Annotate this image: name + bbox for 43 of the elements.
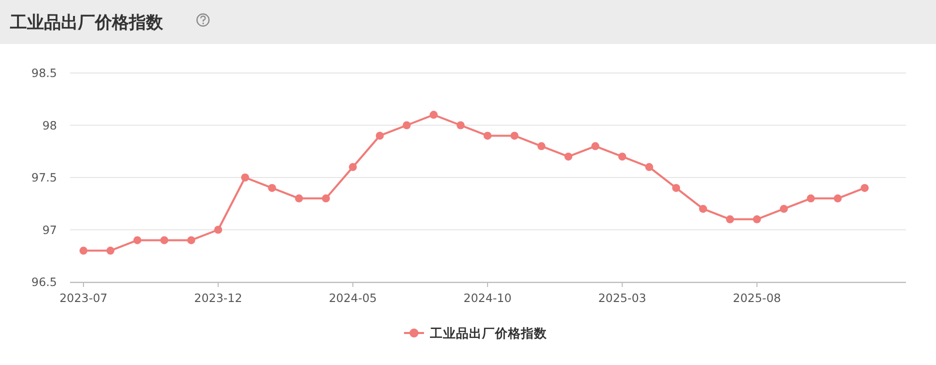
point bbox=[106, 246, 114, 255]
chart-title: 工业品出厂价格指数 bbox=[9, 13, 164, 33]
point bbox=[699, 204, 708, 213]
y-tick-label: 97 bbox=[42, 222, 57, 237]
x-tick-label: 2023-07 bbox=[59, 291, 108, 305]
x-tick-label: 2024-05 bbox=[328, 291, 377, 305]
point bbox=[618, 152, 626, 161]
point bbox=[294, 194, 303, 202]
y-tick-label: 98.5 bbox=[31, 66, 57, 80]
point bbox=[214, 226, 222, 234]
x-tick-label: 2025-03 bbox=[598, 291, 646, 305]
point bbox=[268, 184, 276, 192]
point bbox=[537, 142, 546, 150]
point bbox=[456, 121, 465, 130]
point bbox=[645, 163, 654, 172]
point bbox=[241, 174, 250, 182]
point bbox=[187, 236, 196, 244]
point bbox=[752, 215, 761, 224]
x-tick-label: 2023-12 bbox=[194, 291, 242, 305]
point bbox=[322, 194, 330, 202]
x-tick-label: 2024-10 bbox=[464, 291, 512, 305]
x-tick-label: 2025-08 bbox=[732, 291, 781, 305]
point bbox=[834, 194, 842, 202]
y-tick-label: 96.5 bbox=[31, 275, 57, 289]
point bbox=[484, 132, 492, 140]
point bbox=[402, 121, 411, 130]
y-tick-label: 98 bbox=[42, 118, 57, 132]
point bbox=[726, 215, 734, 224]
point bbox=[133, 236, 142, 244]
point bbox=[160, 236, 168, 244]
y-tick-label: 97.5 bbox=[31, 170, 57, 184]
point bbox=[806, 194, 815, 202]
point bbox=[430, 110, 438, 119]
point bbox=[672, 184, 680, 192]
point bbox=[376, 132, 384, 140]
point bbox=[591, 142, 600, 150]
point bbox=[348, 163, 357, 172]
point bbox=[860, 184, 869, 192]
legend-label: 工业品出厂价格指数 bbox=[429, 326, 548, 340]
point bbox=[564, 152, 572, 161]
point bbox=[780, 204, 788, 213]
point bbox=[510, 132, 518, 140]
point bbox=[79, 246, 88, 255]
